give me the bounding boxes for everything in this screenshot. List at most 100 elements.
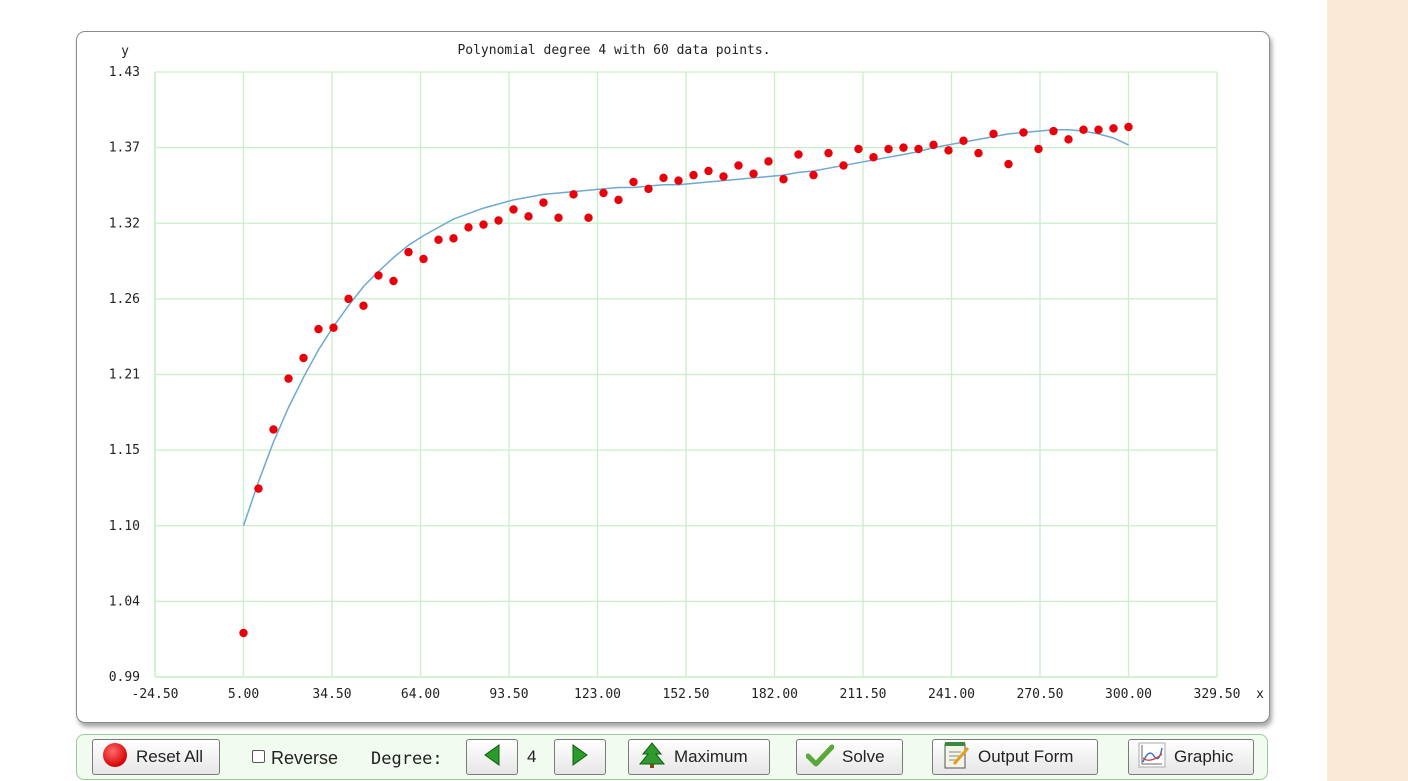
data-point xyxy=(284,374,293,383)
x-tick-label: 93.50 xyxy=(489,687,528,702)
y-tick-label: 1.26 xyxy=(109,292,140,307)
x-tick-label: 152.50 xyxy=(663,687,710,702)
data-point xyxy=(809,170,818,180)
chart-title: Polynomial degree 4 with 60 data points. xyxy=(457,43,770,58)
reverse-checkbox[interactable] xyxy=(252,750,265,763)
y-axis-label: y xyxy=(121,44,129,59)
y-tick-label: 1.10 xyxy=(109,519,140,534)
notepad-icon xyxy=(942,740,970,775)
data-point xyxy=(434,235,443,244)
data-point xyxy=(914,144,923,154)
data-point xyxy=(464,223,473,232)
data-point xyxy=(734,161,743,170)
data-point xyxy=(1124,122,1133,132)
y-tick-label: 1.37 xyxy=(109,141,140,156)
data-point xyxy=(974,148,983,158)
solve-button[interactable]: Solve xyxy=(796,739,903,775)
graph-icon xyxy=(1138,742,1166,773)
data-point xyxy=(929,140,938,150)
output-form-button[interactable]: Output Form xyxy=(932,739,1098,775)
side-panel xyxy=(1327,0,1408,781)
data-point xyxy=(359,301,368,310)
output-form-label: Output Form xyxy=(978,747,1074,766)
y-tick-label: 1.32 xyxy=(109,216,140,231)
data-point xyxy=(824,148,833,158)
data-point xyxy=(314,324,323,334)
graphic-button[interactable]: Graphic xyxy=(1128,739,1254,775)
data-point xyxy=(344,294,353,304)
data-point xyxy=(1004,159,1013,169)
x-tick-label: 300.00 xyxy=(1105,687,1152,702)
data-point xyxy=(839,161,848,170)
reverse-label: Reverse xyxy=(271,748,339,768)
data-point xyxy=(1019,128,1028,137)
scatter-chart: y Polynomial degree 4 with 60 data point… xyxy=(109,43,1264,702)
data-point xyxy=(884,144,893,154)
data-point xyxy=(569,190,578,199)
degree-decrease-button[interactable] xyxy=(466,739,518,775)
data-point xyxy=(584,213,593,222)
y-tick-label: 0.99 xyxy=(109,670,140,685)
chart-panel: y Polynomial degree 4 with 60 data point… xyxy=(76,31,1270,723)
data-point xyxy=(329,323,338,332)
x-tick-label: -24.50 xyxy=(132,687,179,702)
maximum-button[interactable]: Maximum xyxy=(628,739,770,775)
y-tick-label: 1.43 xyxy=(109,65,140,80)
x-tick-label: 5.00 xyxy=(228,687,259,702)
data-point xyxy=(794,150,803,159)
data-point xyxy=(1079,125,1088,134)
y-tick-labels: 1.43 1.37 1.32 1.26 1.21 1.15 1.10 1.04 0.99 xyxy=(109,65,140,685)
data-point xyxy=(539,198,548,207)
data-point xyxy=(674,176,683,185)
data-point xyxy=(869,153,878,162)
data-point xyxy=(389,276,398,286)
data-point xyxy=(599,188,608,198)
maximum-label: Maximum xyxy=(674,747,748,766)
grid-lines xyxy=(154,71,1218,678)
data-points xyxy=(239,122,1133,638)
data-point xyxy=(764,157,773,166)
data-point xyxy=(449,234,458,243)
data-point xyxy=(899,143,908,152)
x-tick-label: 241.00 xyxy=(928,687,975,702)
data-point xyxy=(1094,125,1103,134)
data-point xyxy=(989,129,998,139)
degree-label: Degree: xyxy=(371,749,443,769)
x-axis-label: x xyxy=(1256,687,1264,702)
toolbar: Reset All Reverse Degree: 4 Maximum Solv… xyxy=(76,734,1268,780)
tree-icon xyxy=(638,741,666,773)
fit-curve xyxy=(242,129,1129,526)
data-point xyxy=(509,205,518,214)
red-circle-icon xyxy=(102,742,128,773)
data-point xyxy=(1109,124,1118,133)
data-point xyxy=(1049,126,1058,136)
data-point xyxy=(1064,135,1073,144)
data-point xyxy=(644,184,653,194)
degree-value: 4 xyxy=(527,747,537,766)
axes xyxy=(154,72,1217,678)
x-tick-labels: -24.50 5.00 34.50 64.00 93.50 123.00 152.50 182… xyxy=(132,687,1241,702)
x-tick-label: 211.50 xyxy=(840,687,887,702)
data-point xyxy=(689,170,698,180)
data-point xyxy=(479,220,488,229)
reset-all-label: Reset All xyxy=(136,747,204,766)
data-point xyxy=(554,213,563,222)
y-tick-label: 1.04 xyxy=(109,594,140,609)
data-point xyxy=(614,195,623,205)
degree-increase-button[interactable] xyxy=(554,739,606,775)
data-point xyxy=(944,146,953,155)
data-point xyxy=(254,484,263,493)
data-point xyxy=(959,136,968,145)
arrow-left-icon xyxy=(483,743,501,772)
data-point xyxy=(704,166,713,176)
data-point xyxy=(524,212,533,221)
reset-all-button[interactable]: Reset All xyxy=(92,739,220,775)
arrow-right-icon xyxy=(571,743,589,772)
x-tick-label: 182.00 xyxy=(751,687,798,702)
checkmark-icon xyxy=(805,743,835,772)
x-tick-label: 329.50 xyxy=(1194,687,1241,702)
data-point xyxy=(419,254,428,264)
data-point xyxy=(659,173,668,183)
data-point xyxy=(494,216,503,225)
data-point xyxy=(1034,144,1043,154)
